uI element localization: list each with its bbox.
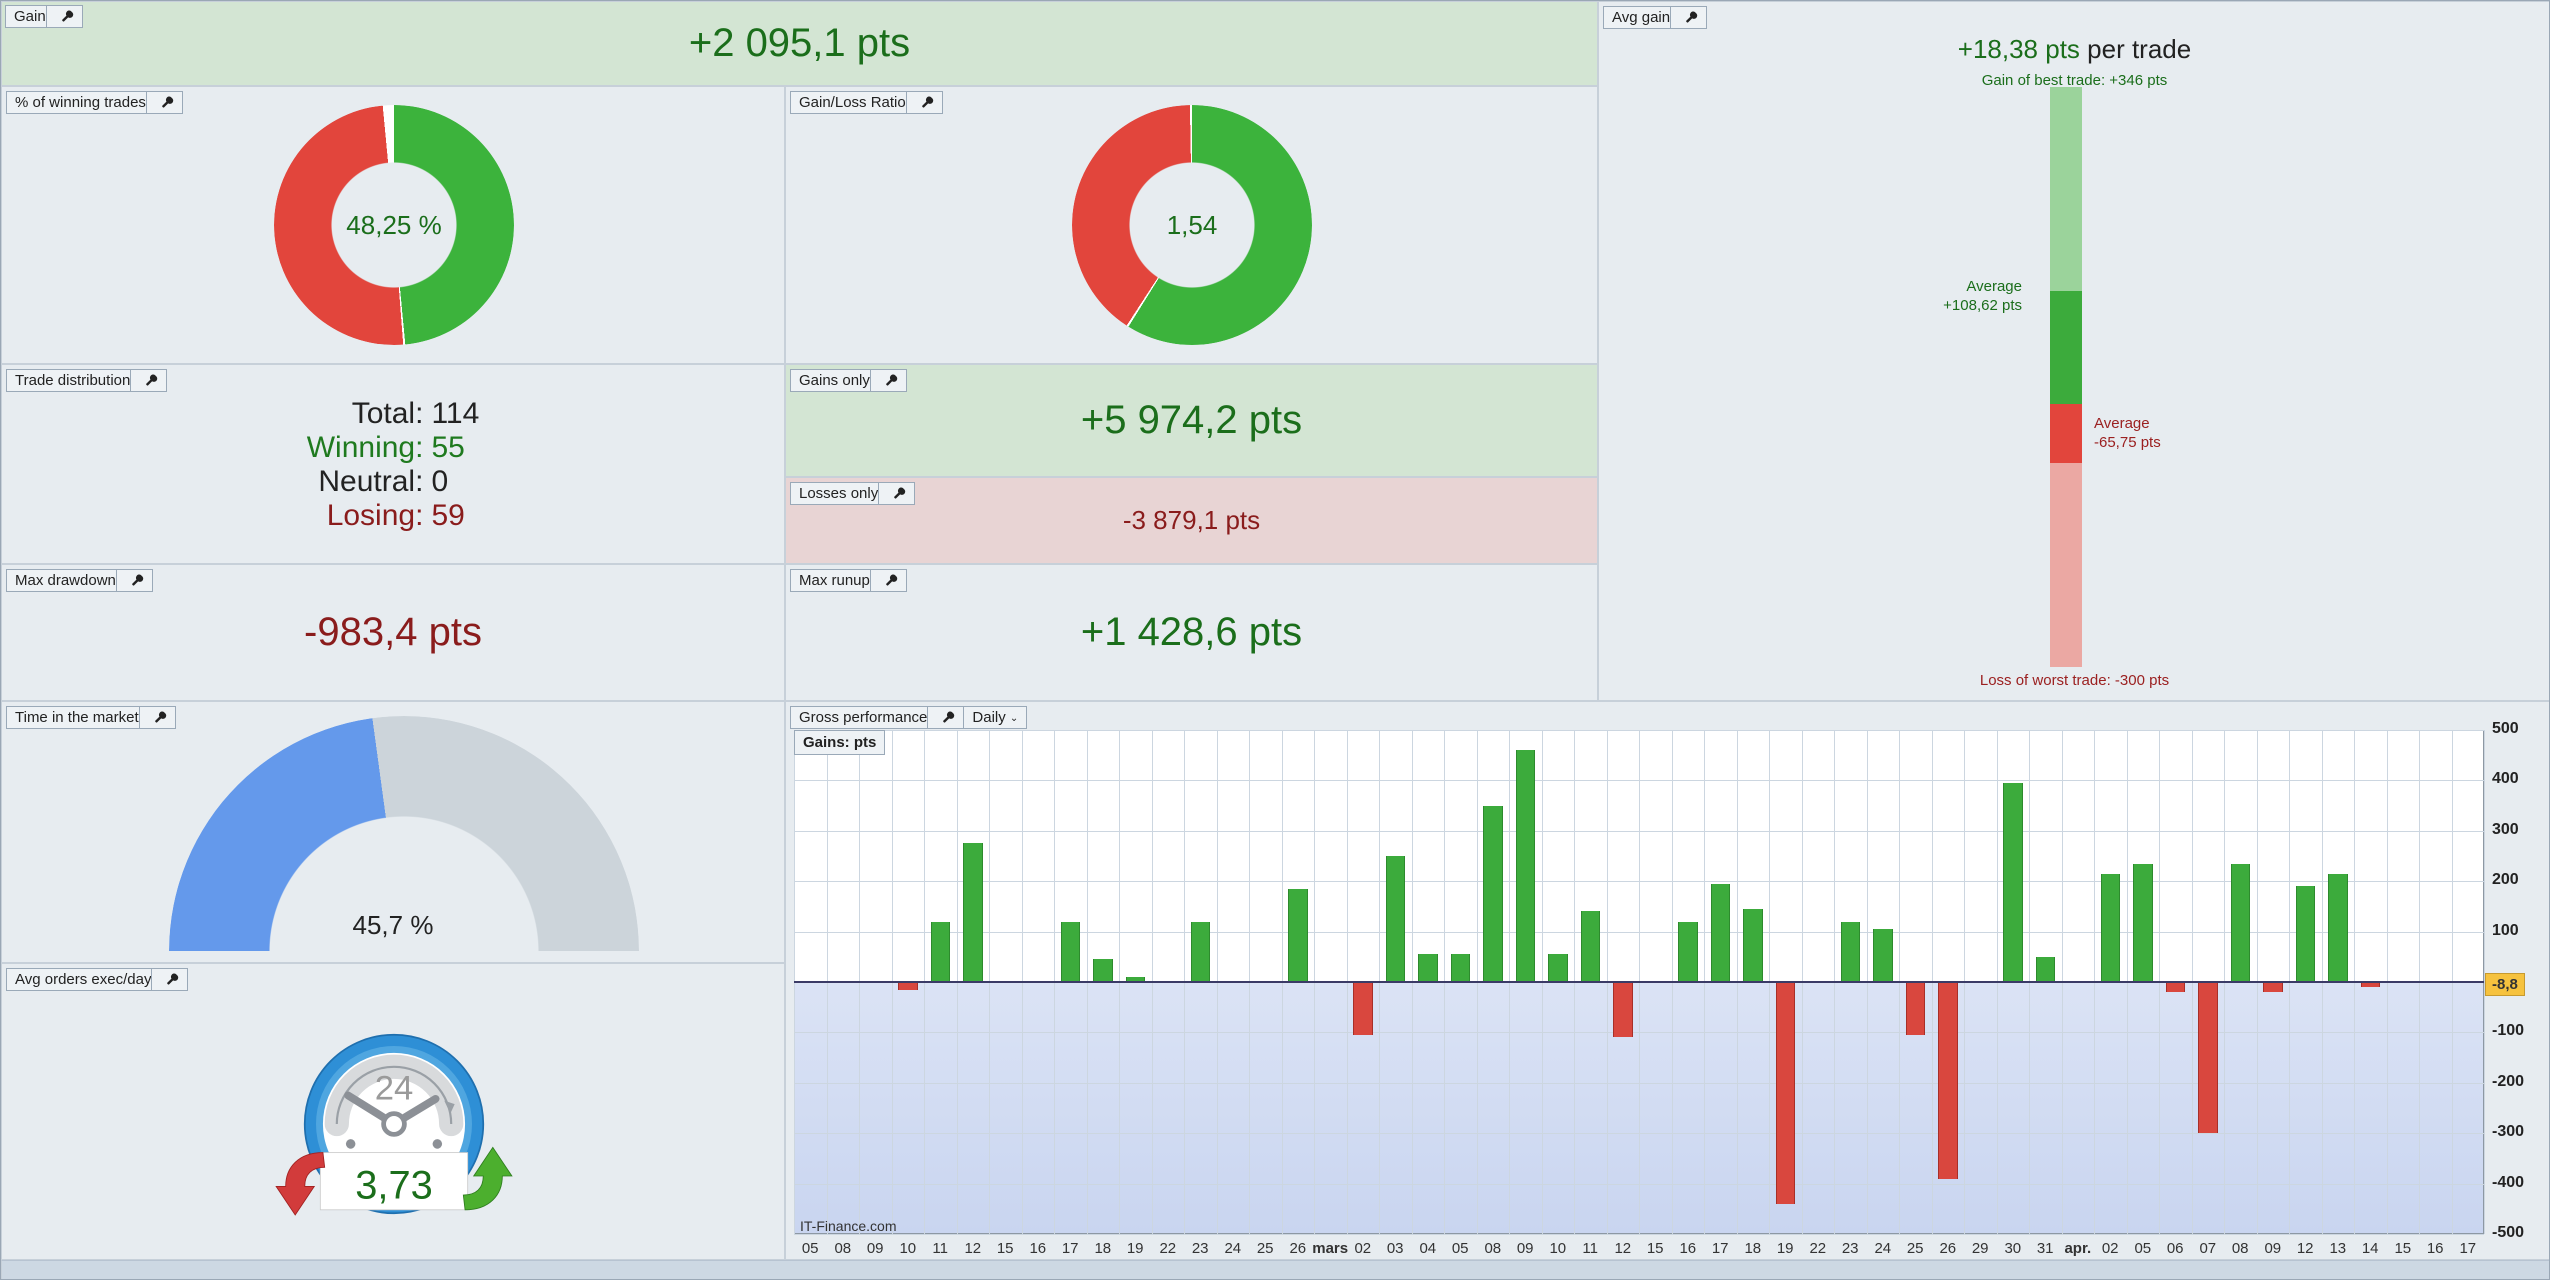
svg-text:3,73: 3,73 bbox=[355, 1164, 433, 1208]
svg-text:24: 24 bbox=[375, 1070, 414, 1108]
